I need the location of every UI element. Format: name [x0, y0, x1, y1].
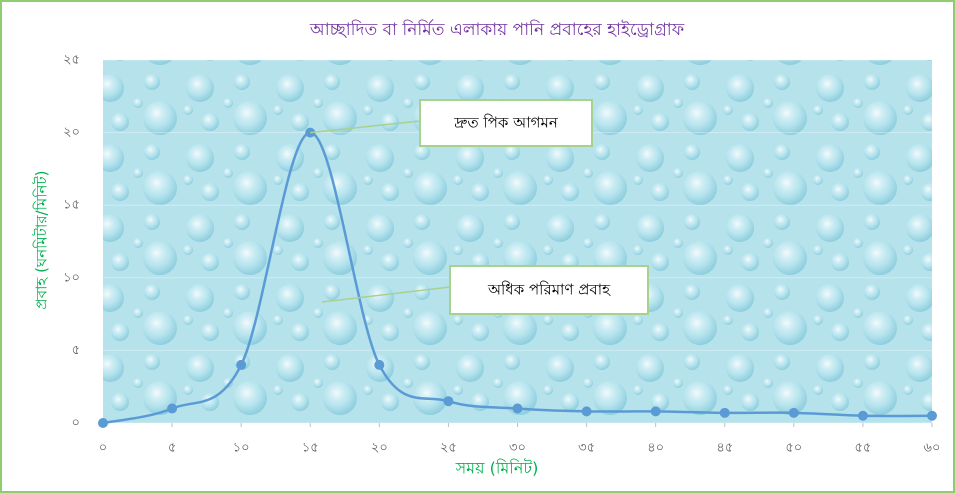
data-point: [167, 403, 177, 413]
x-tick-label: ৪০: [647, 441, 664, 456]
x-tick-label: ৩০: [509, 441, 526, 456]
x-tick-label: ৪৫: [716, 441, 733, 456]
y-axis-label: প্রবাহ (ঘনমিটার/মিনিট): [33, 171, 51, 310]
data-point: [236, 360, 246, 370]
data-point: [789, 408, 799, 418]
x-tick-label: ১৫: [302, 441, 319, 456]
data-point: [720, 408, 730, 418]
data-point: [651, 406, 661, 416]
x-tick-label: ২০: [371, 441, 388, 456]
x-tick-label: ২৫: [440, 441, 457, 456]
x-tick-label: ৫০: [785, 441, 802, 456]
y-tick-label: ২৫: [63, 53, 80, 68]
data-point: [927, 411, 937, 421]
data-point: [513, 403, 523, 413]
y-tick-label: ৫: [72, 343, 80, 358]
x-tick-label: ০: [99, 441, 107, 456]
data-point: [374, 360, 384, 370]
y-tick-label: ২০: [63, 125, 80, 140]
chart: আচ্ছাদিত বা নির্মিত এলাকায় পানি প্রবাহে…: [0, 0, 955, 493]
data-point: [858, 411, 868, 421]
annotation-text: অধিক পরিমাণ প্রবাহ: [487, 281, 611, 299]
x-tick-label: ৫৫: [854, 441, 871, 456]
x-tick-label: ৫: [168, 441, 176, 456]
annotation-text: দ্রুত পিক আগমন: [453, 114, 559, 132]
x-axis-label: সময় (মিনিট): [455, 459, 539, 478]
y-tick-label: ০: [72, 416, 80, 431]
y-tick-label: ১০: [63, 270, 80, 285]
data-point: [582, 406, 592, 416]
data-point: [98, 418, 108, 428]
data-point: [443, 396, 453, 406]
x-tick-label: ১০: [233, 441, 250, 456]
x-tick-label: ৩৫: [578, 441, 595, 456]
chart-title: আচ্ছাদিত বা নির্মিত এলাকায় পানি প্রবাহে…: [309, 19, 685, 40]
x-tick-label: ৬০: [924, 441, 941, 456]
y-tick-label: ১৫: [63, 198, 80, 213]
